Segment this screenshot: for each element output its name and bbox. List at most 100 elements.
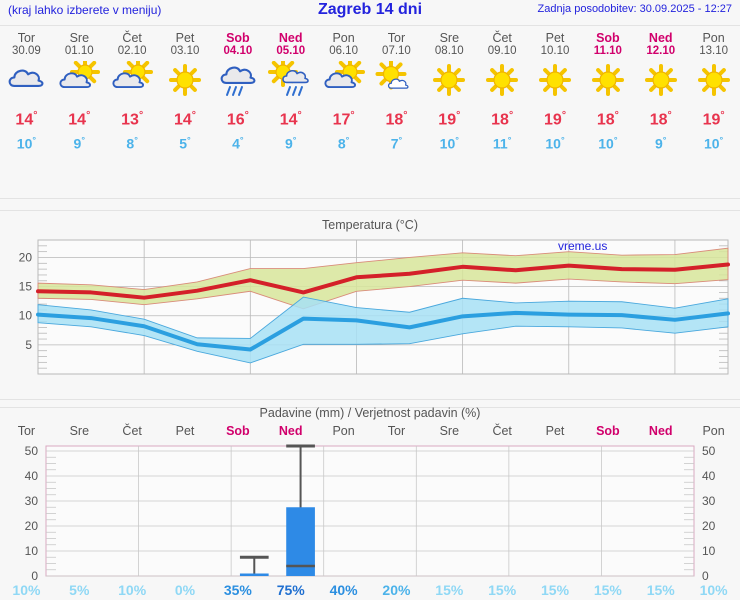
sunny-icon xyxy=(479,61,525,101)
temp-min: 10° xyxy=(545,135,565,152)
day-column[interactable]: Sre 08.10 19° 10° xyxy=(423,28,476,168)
svg-text:20: 20 xyxy=(19,250,33,264)
day-column[interactable]: Čet 02.10 13° 8° xyxy=(106,28,159,168)
temperature-chart-title: Temperatura (°C) xyxy=(322,218,418,232)
precipitation-probability-row: 10% 5% 10% 0% 35% 75% 40% 20% 15% 15% 15% 15% 15% 10% xyxy=(0,582,740,598)
day-of-week: Pon xyxy=(702,31,725,45)
precipitation-chart: Padavine (mm) / Verjetnost padavin (%) T… xyxy=(0,404,740,600)
svg-text:10: 10 xyxy=(19,309,33,323)
precip-day-label: Sob xyxy=(226,424,250,438)
day-column[interactable]: Tor 07.10 18° 7° xyxy=(370,28,423,168)
sunny-icon xyxy=(585,61,631,101)
day-of-week: Tor xyxy=(387,31,406,45)
precip-day-label: Čet xyxy=(122,424,142,438)
temp-min: 9° xyxy=(654,135,667,152)
precip-probability: 0% xyxy=(174,582,196,598)
precip-probability: 15% xyxy=(541,582,570,598)
temp-max: 17° xyxy=(332,109,355,129)
day-column[interactable]: Čet 09.10 18° 11° xyxy=(476,28,529,168)
temp-max: 18° xyxy=(491,109,514,129)
precip-probability: 15% xyxy=(646,582,675,598)
temp-max: 19° xyxy=(544,109,567,129)
precip-probability: 20% xyxy=(382,582,411,598)
day-column[interactable]: Pon 06.10 17° 8° xyxy=(317,28,370,168)
precipitation-plot: 0 0 10 10 20 20 30 30 40 40 50 50 xyxy=(25,444,716,583)
day-column[interactable]: Sre 01.10 14° 9° xyxy=(53,28,106,168)
precipitation-day-header: Tor Sre Čet Pet Sob Ned Pon Tor Sre Čet Pet Sob Ned P… xyxy=(0,424,740,438)
partly-sunny-icon xyxy=(109,57,155,101)
svg-text:10: 10 xyxy=(25,544,39,558)
rain-icon xyxy=(215,61,261,101)
precip-day-label: Pet xyxy=(545,424,565,438)
precip-day-label: Tor xyxy=(387,424,406,438)
precip-probability: 75% xyxy=(276,582,305,598)
temp-min: 4° xyxy=(232,135,244,152)
svg-text:15: 15 xyxy=(19,280,33,294)
temp-max: 14° xyxy=(174,109,197,129)
day-of-week: Sre xyxy=(439,31,460,45)
day-date: 13.10 xyxy=(699,45,728,57)
precip-day-label: Sre xyxy=(69,424,90,438)
location-hint: (kraj lahko izberete v meniju) xyxy=(8,3,162,17)
sunny-icon xyxy=(162,61,208,101)
sunny-icon xyxy=(532,61,578,101)
svg-text:30: 30 xyxy=(25,494,39,508)
svg-text:5: 5 xyxy=(25,338,32,352)
day-date: 09.10 xyxy=(487,45,517,57)
sunny-icon xyxy=(638,61,684,101)
precipitation-chart-title: Padavine (mm) / Verjetnost padavin (%) xyxy=(259,406,481,420)
day-date: 12.10 xyxy=(646,45,676,57)
svg-text:50: 50 xyxy=(702,444,716,458)
day-date: 07.10 xyxy=(382,45,411,57)
temp-min: 11° xyxy=(492,135,512,152)
page-title: Zagreb 14 dni xyxy=(317,1,423,18)
cloudy-icon xyxy=(3,61,49,101)
precip-probability: 10% xyxy=(118,582,147,598)
day-of-week: Ned xyxy=(648,31,673,45)
precip-day-label: Pon xyxy=(332,424,355,438)
day-date: 08.10 xyxy=(434,45,464,57)
svg-text:0: 0 xyxy=(702,569,709,583)
precip-day-label: Pon xyxy=(702,424,725,438)
day-date: 06.10 xyxy=(329,45,358,57)
temp-max: 18° xyxy=(649,109,672,129)
day-column[interactable]: Sob 04.10 16° 4° xyxy=(211,28,264,168)
day-column[interactable]: Ned 12.10 18° 9° xyxy=(634,28,687,168)
page-header: (kraj lahko izberete v meniju) Zagreb 14… xyxy=(0,0,740,24)
last-updated: Zadnja posodobitev: 30.09.2025 - 12:27 xyxy=(537,3,732,15)
temp-max: 14° xyxy=(279,109,302,129)
watermark: vreme.us xyxy=(558,239,608,253)
svg-text:30: 30 xyxy=(702,494,716,508)
temp-min: 9° xyxy=(284,135,297,152)
day-column[interactable]: Ned 05.10 14° 9° xyxy=(264,28,317,168)
daily-forecast-grid: Tor 30.09 14° 10° Sre 01.10 14° 9° Čet 02.10 13° 8°… xyxy=(0,28,740,168)
sun-cloud-icon xyxy=(373,58,419,101)
temp-max: 14° xyxy=(15,109,38,129)
day-of-week: Sob xyxy=(596,31,620,45)
precip-day-label: Sob xyxy=(596,424,620,438)
day-column[interactable]: Sob 11.10 18° 10° xyxy=(581,28,634,168)
day-column[interactable]: Pet 03.10 14° 5° xyxy=(159,28,212,168)
precip-probability: 5% xyxy=(69,582,90,598)
day-column[interactable]: Pon 13.10 19° 10° xyxy=(687,28,740,168)
day-date: 30.09 xyxy=(12,45,41,57)
day-of-week: Tor xyxy=(17,31,36,45)
day-column[interactable]: Pet 10.10 19° 10° xyxy=(529,28,582,168)
header-divider xyxy=(0,25,740,26)
precip-probability: 10% xyxy=(12,582,41,598)
precip-day-label: Čet xyxy=(492,424,512,438)
day-date: 03.10 xyxy=(170,45,200,57)
day-column[interactable]: Tor 30.09 14° 10° xyxy=(0,28,53,168)
temp-max: 14° xyxy=(68,109,91,129)
partly-sunny-icon xyxy=(321,57,367,101)
temp-min: 9° xyxy=(73,135,86,152)
day-date: 10.10 xyxy=(540,45,570,57)
precip-probability: 35% xyxy=(223,582,252,598)
svg-text:50: 50 xyxy=(25,444,39,458)
section-divider-2 xyxy=(0,210,740,211)
temp-min: 5° xyxy=(179,135,191,152)
sun-rain-icon xyxy=(267,57,314,101)
day-date: 04.10 xyxy=(223,45,253,57)
precip-probability: 10% xyxy=(699,582,728,598)
day-of-week: Pon xyxy=(332,31,355,45)
